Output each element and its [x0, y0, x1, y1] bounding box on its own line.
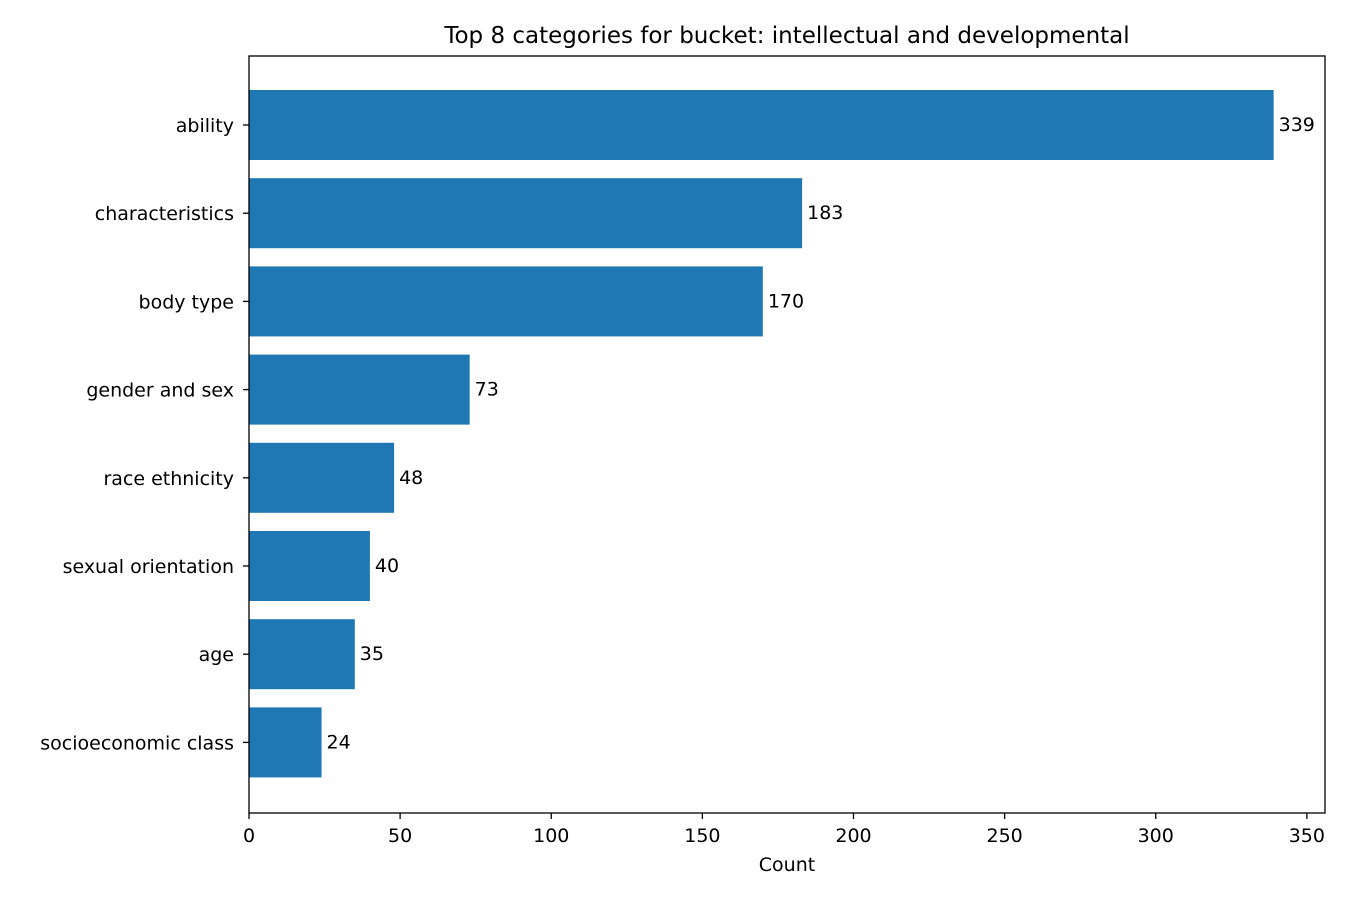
category-label: socioeconomic class — [40, 732, 234, 754]
value-label: 48 — [399, 467, 423, 489]
value-label: 24 — [327, 731, 351, 753]
category-label: ability — [176, 115, 234, 137]
value-label: 73 — [475, 379, 499, 401]
x-tick-label: 0 — [243, 825, 255, 847]
x-tick-label: 200 — [835, 825, 871, 847]
category-labels: ability characteristics body type gender an… — [40, 115, 249, 754]
value-label: 40 — [375, 555, 399, 577]
bar-characteristics — [249, 178, 803, 249]
bar-body-type — [249, 266, 763, 337]
x-tick-label: 300 — [1138, 825, 1174, 847]
category-label: characteristics — [95, 203, 234, 225]
bar-age — [249, 619, 355, 690]
chart-title: Top 8 categories for bucket: intellectua… — [443, 23, 1129, 49]
category-label: race ethnicity — [103, 468, 234, 490]
category-label: age — [199, 644, 234, 666]
x-tick-label: 250 — [986, 825, 1022, 847]
bars-group — [249, 90, 1274, 778]
bar-sexual-orientation — [249, 531, 370, 601]
plot-frame — [248, 55, 1326, 814]
value-label: 183 — [807, 202, 843, 224]
x-tick-label: 100 — [533, 825, 569, 847]
category-label: body type — [139, 291, 234, 313]
data-labels: 339 183 170 73 48 40 35 24 — [327, 114, 1315, 753]
category-label: gender and sex — [86, 380, 234, 402]
x-tick-label: 350 — [1289, 825, 1325, 847]
value-label: 35 — [360, 643, 384, 665]
value-label: 339 — [1279, 114, 1315, 136]
x-axis-label: Count — [759, 854, 815, 876]
category-label: sexual orientation — [63, 556, 234, 578]
bar-race-ethnicity — [249, 442, 395, 513]
x-tick-label: 50 — [388, 825, 412, 847]
value-label: 170 — [768, 290, 804, 312]
x-axis-ticks: 0 50 100 150 200 250 300 350 — [243, 813, 1325, 847]
bar-gender-and-sex — [249, 354, 470, 425]
bar-socioeconomic-class — [249, 707, 322, 778]
bar-ability — [249, 90, 1274, 160]
x-tick-label: 150 — [684, 825, 720, 847]
